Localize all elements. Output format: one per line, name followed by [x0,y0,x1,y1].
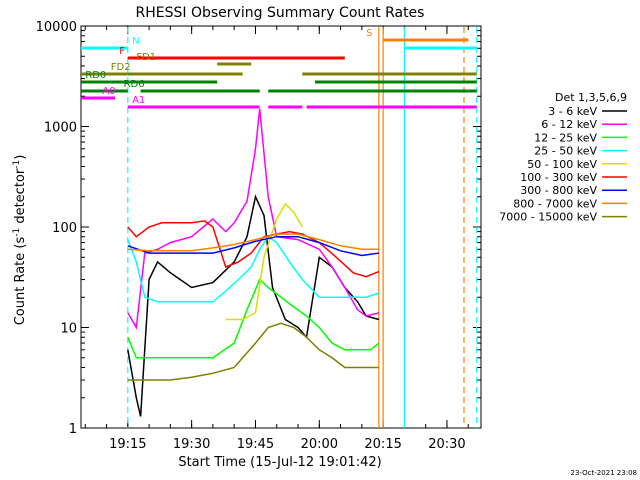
x-tick-label: 19:45 [237,437,274,452]
y-tick-label: 1000 [44,121,77,136]
x-axis-ticks: 19:15 19:30 19:45 20:00 20:15 20:30 [84,26,469,452]
x-tick-label: 20:30 [428,437,465,452]
flag-label: RD0 [85,70,106,81]
flag-label: N [132,36,139,47]
flag-label: A1 [132,95,145,106]
y-tick-label: 1 [69,422,77,437]
series-lines [127,108,380,417]
flag-label: FD1 [136,52,156,63]
y-axis-label-sup1: -1 [12,228,22,237]
y-tick-label: 100 [52,221,77,236]
y-axis-label-end: ) [13,155,28,160]
y-axis-label-mid: detector [13,168,28,228]
legend-entry-label: 800 - 7000 keV [513,197,597,210]
flag-label: F [119,46,125,57]
series-line [127,108,380,330]
flag-label: S [366,28,372,39]
x-tick-label: 20:15 [364,437,401,452]
x-tick-label: 20:00 [301,437,338,452]
x-axis-label: Start Time (15-Jul-12 19:01:42) [178,455,381,470]
flag-label: A0 [102,86,115,97]
legend-entry-label: 100 - 300 keV [520,171,597,184]
legend-entry-label: 50 - 100 keV [527,158,597,171]
flag-bars: N S F FD1 FD2 RD0 RD6 A0 A1 [81,28,477,109]
legend-entry-label: 300 - 800 keV [520,184,597,197]
flag-label: RD6 [124,79,145,90]
flag-label: FD2 [111,62,131,73]
series-line [127,194,380,417]
series-line [127,220,380,278]
series-line [127,322,379,381]
series-line [127,278,380,359]
x-tick-label: 19:30 [173,437,210,452]
series-line [127,233,379,252]
series-line [127,235,380,303]
y-axis-ticks: 1 10 100 1000 10000 [36,20,481,437]
y-tick-label: 10 [60,322,77,337]
chart-title: RHESSI Observing Summary Count Rates [136,5,425,21]
x-tick-label: 19:15 [109,437,146,452]
y-axis-label-base: Count Rate (s [13,237,28,326]
footer-date: 23-Oct-2021 23:08 [571,469,637,477]
y-axis-label-sup2: -1 [12,160,22,169]
y-tick-label: 10000 [36,20,77,35]
legend-title: Det 1,3,5,6,9 [555,91,627,104]
legend-entry-label: 25 - 50 keV [534,145,597,158]
legend-entry-label: 3 - 6 keV [548,105,597,118]
legend-entry-label: 12 - 25 keV [534,131,597,144]
legend-entry-label: 7000 - 15000 keV [499,211,597,224]
legend-entry-label: 6 - 12 keV [541,118,597,131]
y-axis-label: Count Rate (s-1 detector-1) [12,155,28,326]
vertical-markers [127,27,478,428]
series-line [127,235,380,257]
